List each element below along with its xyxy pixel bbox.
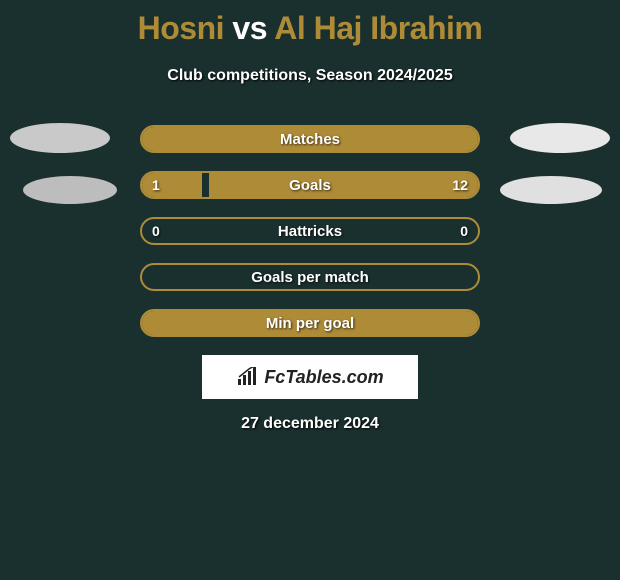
vs-text: vs [232, 10, 267, 46]
avatar-placeholder-bottom-right [500, 176, 602, 204]
date-text: 27 december 2024 [0, 415, 620, 433]
stat-row: Goals per match [140, 263, 480, 291]
stat-label: Min per goal [142, 315, 478, 332]
stat-label: Matches [142, 131, 478, 148]
avatar-placeholder-top-right [510, 123, 610, 153]
stat-row: Min per goal [140, 309, 480, 337]
stat-row: Matches [140, 125, 480, 153]
player1-name: Hosni [138, 10, 224, 46]
comparison-title: Hosni vs Al Haj Ibrahim [0, 0, 620, 47]
stats-container: Matches 112Goals 00Hattricks Goals per matc… [140, 125, 480, 337]
stat-label: Goals per match [142, 269, 478, 286]
avatar-placeholder-bottom-left [23, 176, 117, 204]
stat-row: 112Goals [140, 171, 480, 199]
brand-box: FcTables.com [202, 355, 418, 399]
stat-label: Goals [142, 177, 478, 194]
brand-text: FcTables.com [264, 367, 383, 388]
stat-label: Hattricks [142, 223, 478, 240]
player2-name: Al Haj Ibrahim [274, 10, 482, 46]
stat-row: 00Hattricks [140, 217, 480, 245]
subtitle: Club competitions, Season 2024/2025 [0, 67, 620, 85]
avatar-placeholder-top-left [10, 123, 110, 153]
chart-icon [236, 367, 260, 387]
